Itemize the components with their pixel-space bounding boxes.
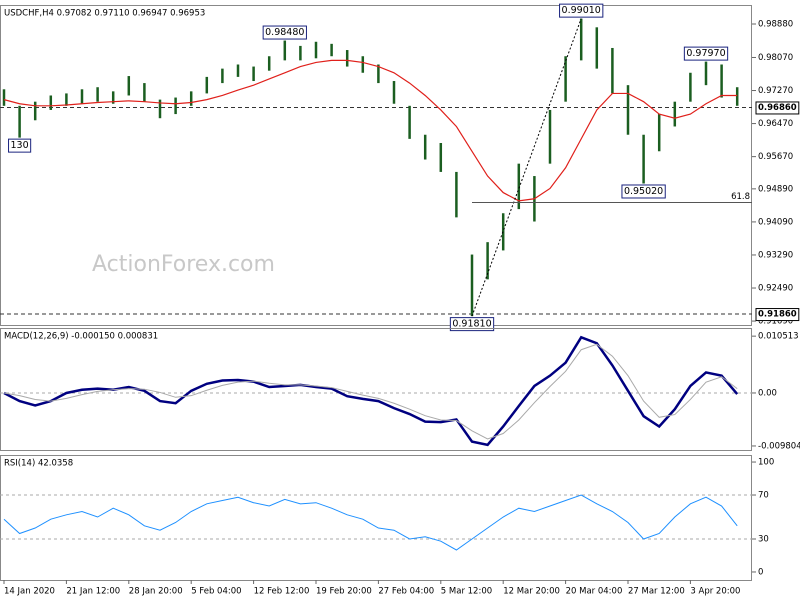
annotation-box [683, 46, 729, 61]
x-tick-label: 12 Mar 20:00 [503, 587, 560, 597]
x-tick-label: 20 Mar 04:00 [566, 587, 623, 597]
level-label: 0.96860 [758, 103, 797, 113]
panel-frame [0, 455, 752, 581]
panel-title: RSI(14) 42.0358 [4, 459, 73, 469]
indicator-line [3, 494, 738, 551]
y-tick-label: 0.94890 [758, 184, 793, 194]
x-tick-label: 5 Mar 12:00 [441, 587, 492, 597]
price-annotation: 0.99010 [562, 5, 601, 16]
panel-title: MACD(12,26,9) -0.000150 0.000831 [4, 332, 158, 342]
retracement-label: 61.8 [731, 192, 750, 202]
level-box [755, 308, 800, 322]
panel-frame [0, 328, 752, 451]
level-label: 0.91860 [758, 310, 797, 320]
y-tick-label: -0.009804 [758, 441, 800, 451]
y-tick-label: 0.94090 [758, 217, 793, 227]
price-annotation: 0.95020 [624, 186, 663, 197]
x-tick-label: 28 Jan 20:00 [129, 587, 183, 597]
y-tick-label: 0.95670 [758, 152, 793, 162]
price-annotation: 0.98480 [265, 27, 304, 38]
price-annotation: 0.91810 [452, 319, 491, 330]
x-tick-label: 14 Jan 2020 [4, 587, 55, 597]
y-tick-label: 70 [758, 491, 769, 501]
level-box [755, 101, 800, 115]
y-tick-label: 0.010513 [758, 332, 799, 342]
y-tick-label: 0.91690 [758, 317, 793, 327]
x-tick-label: 19 Feb 20:00 [316, 587, 372, 597]
x-tick-label: 27 Mar 12:00 [628, 587, 685, 597]
x-tick-label: 12 Feb 12:00 [254, 587, 310, 597]
annotation-box [621, 184, 666, 199]
annotation-box [8, 138, 32, 153]
y-tick-label: 0.98880 [758, 20, 793, 30]
y-tick-label: 0.00 [758, 388, 777, 398]
y-tick-label: 0.97270 [758, 86, 793, 96]
moving-average [3, 59, 738, 202]
y-tick-label: 0.96470 [758, 119, 793, 129]
price-annotation: 0.97970 [686, 48, 725, 59]
annotation-box [262, 25, 307, 40]
x-tick-label: 21 Jan 12:00 [66, 587, 120, 597]
trend-line [471, 18, 582, 317]
indicator-line [3, 335, 739, 447]
price-annotation: 130 [11, 140, 29, 151]
x-tick-label: 5 Feb 04:00 [191, 587, 241, 597]
panel-title: USDCHF,H4 0.97082 0.97110 0.96947 0.9695… [4, 9, 205, 19]
y-tick-label: 100 [758, 458, 774, 468]
annotation-box [559, 3, 604, 18]
indicator-line [3, 343, 738, 440]
x-tick-label: 27 Feb 04:00 [378, 587, 434, 597]
y-tick-label: 0.92490 [758, 284, 793, 294]
y-tick-label: 0 [758, 567, 763, 577]
panel-frame [0, 5, 752, 326]
y-tick-label: 0.98070 [758, 53, 793, 63]
watermark: ActionForex.com [92, 252, 275, 277]
y-tick-label: 0.93290 [758, 250, 793, 260]
annotation-box [449, 317, 495, 332]
y-tick-label: 30 [758, 534, 769, 544]
x-tick-label: 3 Apr 20:00 [690, 587, 740, 597]
